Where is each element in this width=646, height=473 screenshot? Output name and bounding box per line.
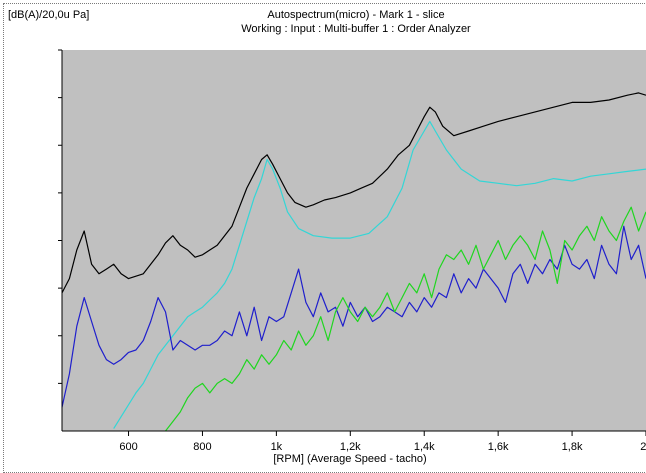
x-tick-label: 800 (193, 441, 211, 453)
plot-area (62, 50, 646, 431)
x-tick-label: 1,4k (414, 441, 435, 453)
x-tick-label: 600 (119, 441, 137, 453)
x-tick-label: 2k (640, 441, 646, 453)
x-tick-label: 1,6k (488, 441, 509, 453)
x-tick-label: 1k (271, 441, 283, 453)
x-tick-label: 1,2k (340, 441, 361, 453)
x-tick-label: 1,8k (562, 441, 583, 453)
x-axis-label: [RPM] (Average Speed - tacho) (0, 453, 646, 465)
